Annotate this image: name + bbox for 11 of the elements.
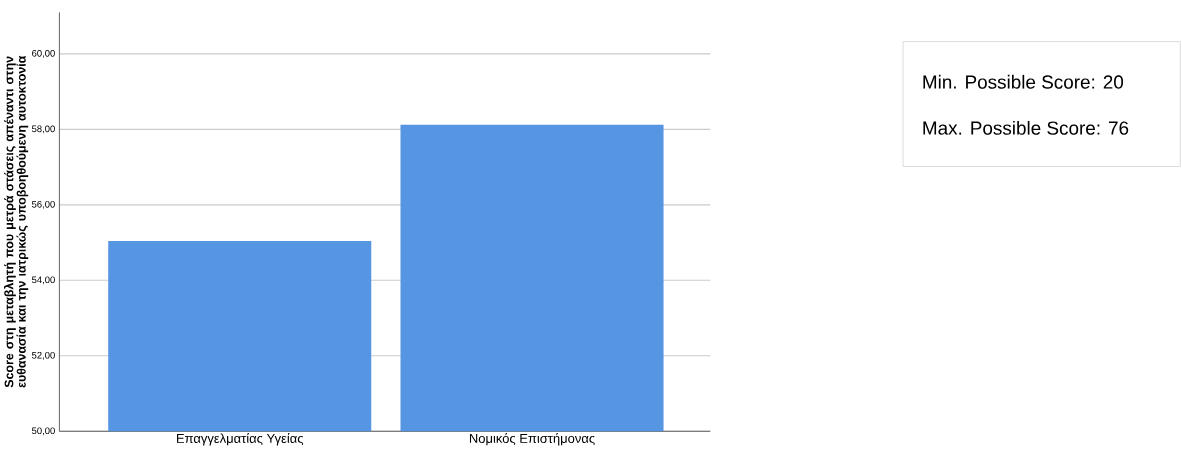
y-tick-label: 50,00: [31, 427, 55, 436]
x-tick-label: Επαγγελματίας Υγείας: [177, 433, 304, 446]
y-tick-label: 58,00: [31, 125, 55, 134]
y-tick-label: 52,00: [31, 351, 55, 360]
text: Min. Possible Score: 20: [923, 74, 1124, 89]
text: Max. Possible Score: 76: [923, 120, 1129, 135]
y-tick-label: 54,00: [31, 276, 55, 285]
y-tick-label: 56,00: [31, 200, 55, 209]
x-tick-label: Νομικός Επιστήμονας: [469, 433, 595, 446]
y-tick-label: 60,00: [32, 49, 55, 58]
y-axis-title: Score στη μεταβλητή που μετρά στάσεις απέναντι στην ευθανασία και την ιατρικώς υποβοηθούμενη αυτοκτονία: [3, 55, 29, 388]
